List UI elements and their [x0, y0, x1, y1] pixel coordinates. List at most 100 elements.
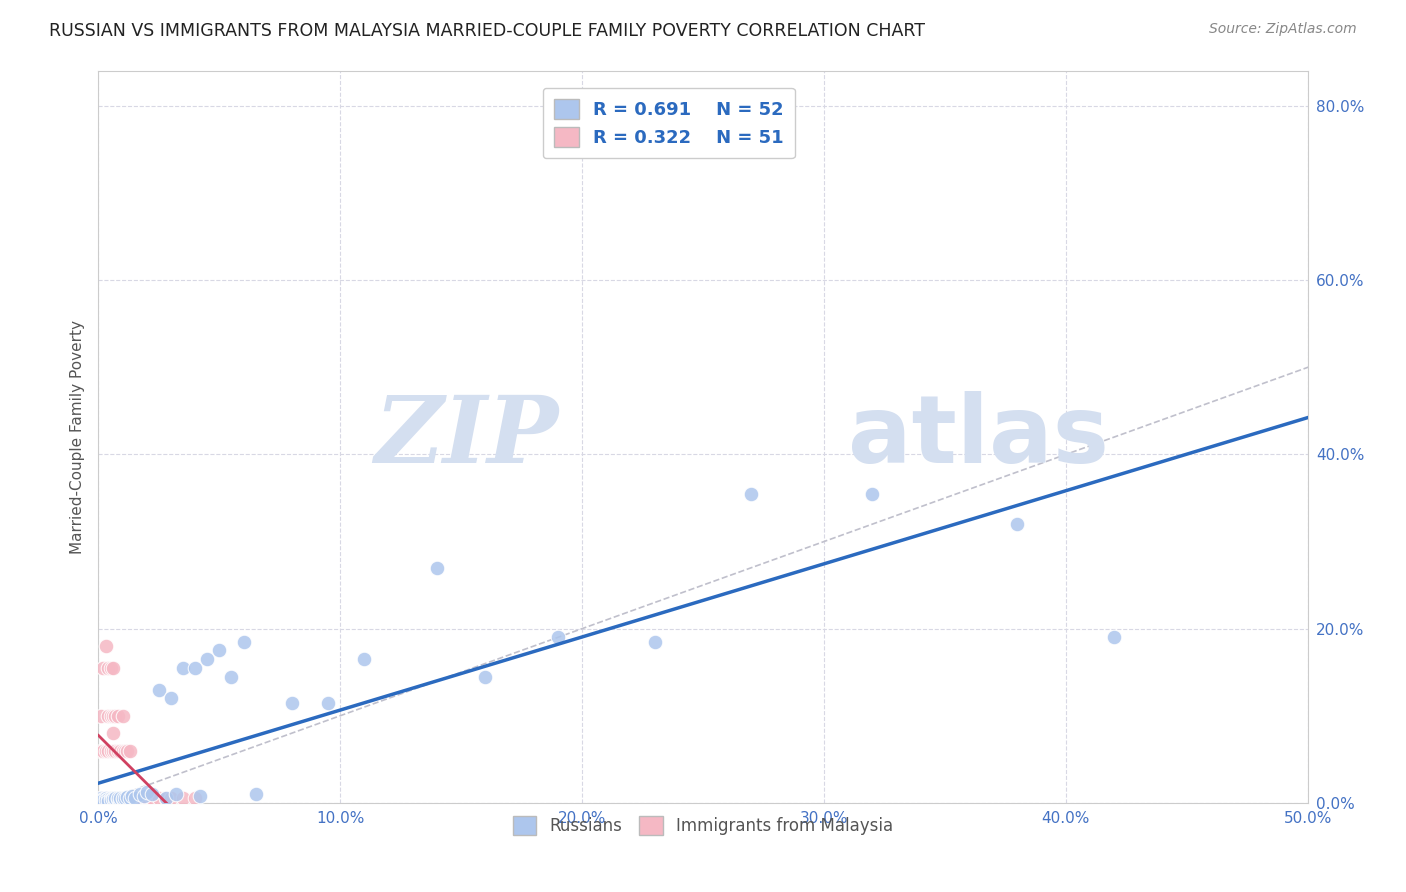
- Point: [108, 743, 131, 757]
- Point: [148, 791, 170, 805]
- Point: [128, 791, 150, 805]
- Point: [121, 789, 143, 803]
- Point: [101, 708, 124, 723]
- Point: [232, 634, 254, 648]
- Point: [221, 669, 243, 683]
- Point: [97, 661, 120, 675]
- Point: [94, 791, 117, 805]
- Point: [108, 791, 131, 805]
- Point: [94, 791, 117, 805]
- Point: [135, 791, 157, 805]
- Point: [1102, 631, 1125, 645]
- Point: [114, 791, 136, 805]
- Point: [124, 791, 146, 805]
- Point: [91, 661, 114, 675]
- Text: Source: ZipAtlas.com: Source: ZipAtlas.com: [1209, 22, 1357, 37]
- Y-axis label: Married-Couple Family Poverty: Married-Couple Family Poverty: [69, 320, 84, 554]
- Point: [134, 789, 156, 803]
- Point: [104, 743, 127, 757]
- Legend: Russians, Immigrants from Malaysia: Russians, Immigrants from Malaysia: [506, 809, 900, 842]
- Point: [316, 696, 339, 710]
- Point: [104, 791, 127, 805]
- Point: [245, 787, 267, 801]
- Point: [155, 791, 177, 805]
- Point: [111, 743, 134, 757]
- Point: [90, 708, 112, 723]
- Point: [104, 708, 127, 723]
- Point: [107, 791, 129, 805]
- Point: [128, 787, 150, 801]
- Point: [172, 661, 194, 675]
- Point: [107, 792, 129, 806]
- Point: [141, 787, 163, 801]
- Point: [108, 793, 131, 807]
- Point: [108, 791, 131, 805]
- Point: [118, 790, 141, 805]
- Point: [107, 790, 129, 805]
- Point: [117, 791, 139, 805]
- Text: ZIP: ZIP: [374, 392, 558, 482]
- Point: [118, 791, 141, 805]
- Point: [117, 789, 139, 804]
- Point: [100, 790, 122, 805]
- Point: [195, 652, 218, 666]
- Point: [104, 791, 127, 805]
- Point: [184, 791, 207, 805]
- Point: [547, 631, 569, 645]
- Point: [94, 743, 117, 757]
- Point: [165, 787, 187, 801]
- Point: [100, 708, 122, 723]
- Point: [97, 708, 120, 723]
- Point: [131, 791, 153, 805]
- Point: [97, 791, 120, 805]
- Point: [100, 791, 122, 805]
- Point: [281, 696, 304, 710]
- Point: [172, 791, 194, 805]
- Point: [100, 793, 122, 807]
- Point: [97, 743, 120, 757]
- Point: [353, 652, 375, 666]
- Point: [101, 661, 124, 675]
- Point: [160, 691, 183, 706]
- Point: [114, 791, 136, 805]
- Point: [101, 791, 124, 805]
- Point: [188, 789, 211, 803]
- Point: [97, 792, 120, 806]
- Point: [155, 791, 177, 805]
- Point: [148, 682, 170, 697]
- Point: [100, 661, 122, 675]
- Point: [111, 792, 134, 806]
- Point: [141, 791, 163, 805]
- Point: [101, 791, 124, 805]
- Point: [121, 791, 143, 805]
- Point: [208, 643, 231, 657]
- Point: [90, 791, 112, 805]
- Point: [1007, 517, 1029, 532]
- Point: [91, 792, 114, 806]
- Point: [474, 669, 496, 683]
- Point: [111, 790, 134, 805]
- Point: [101, 792, 124, 806]
- Point: [117, 743, 139, 757]
- Point: [94, 793, 117, 807]
- Point: [107, 708, 129, 723]
- Point: [114, 743, 136, 757]
- Point: [90, 791, 112, 805]
- Point: [127, 791, 149, 805]
- Point: [107, 743, 129, 757]
- Point: [91, 793, 114, 807]
- Point: [644, 634, 666, 648]
- Point: [860, 486, 883, 500]
- Point: [90, 794, 112, 808]
- Point: [111, 708, 134, 723]
- Point: [184, 661, 207, 675]
- Point: [740, 486, 762, 500]
- Point: [135, 785, 157, 799]
- Point: [160, 791, 183, 805]
- Text: atlas: atlas: [848, 391, 1109, 483]
- Point: [91, 743, 114, 757]
- Text: RUSSIAN VS IMMIGRANTS FROM MALAYSIA MARRIED-COUPLE FAMILY POVERTY CORRELATION CH: RUSSIAN VS IMMIGRANTS FROM MALAYSIA MARR…: [49, 22, 925, 40]
- Point: [111, 791, 134, 805]
- Point: [426, 560, 449, 574]
- Point: [124, 791, 146, 805]
